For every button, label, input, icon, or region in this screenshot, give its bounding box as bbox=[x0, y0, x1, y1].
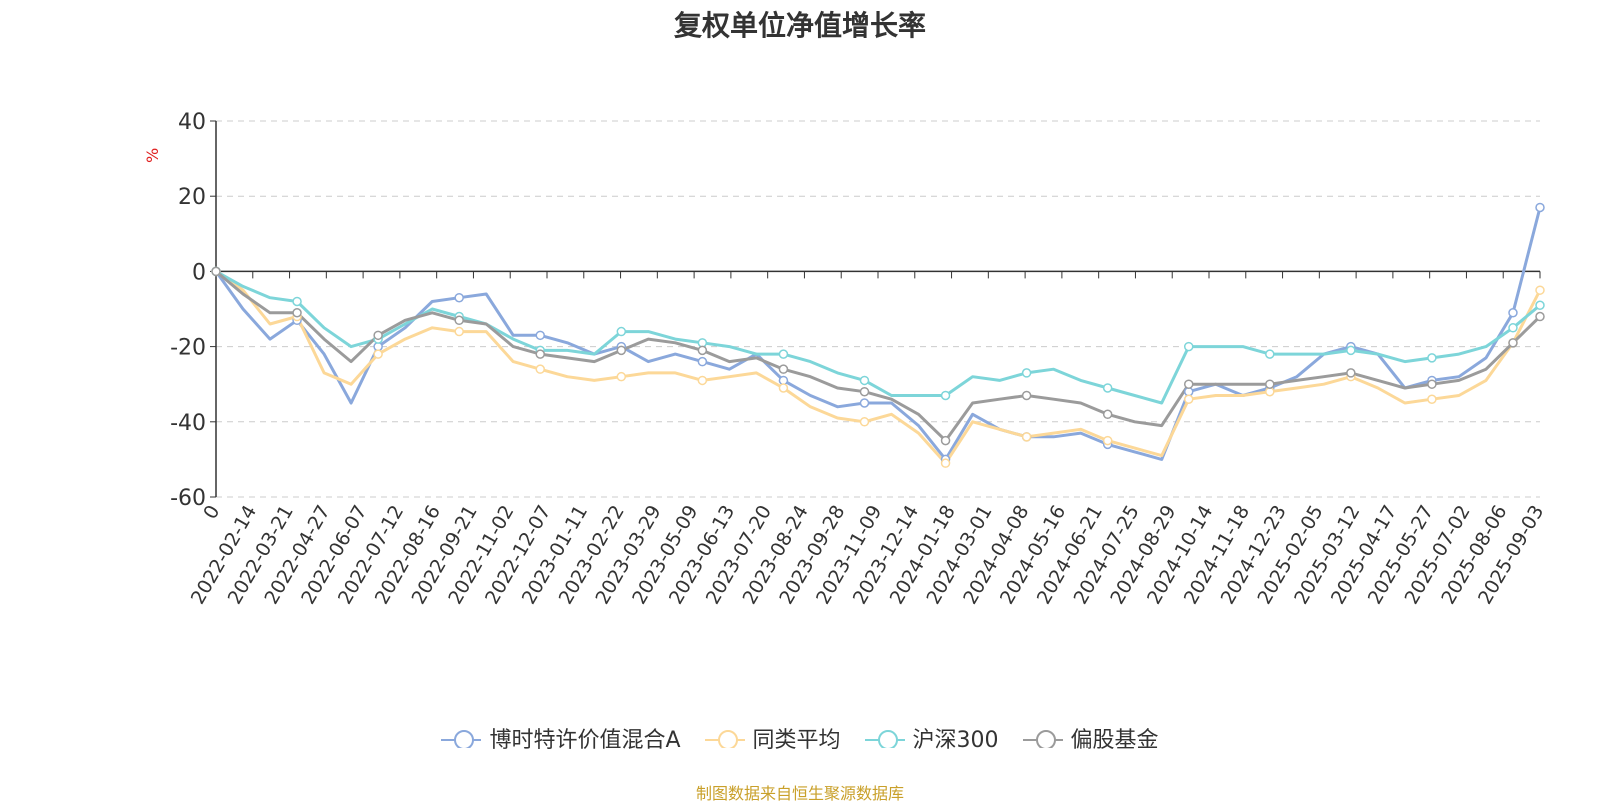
data-point bbox=[697, 356, 708, 367]
data-point bbox=[1265, 379, 1275, 389]
data-point bbox=[1427, 379, 1437, 389]
data-point bbox=[940, 458, 951, 468]
data-point bbox=[1427, 394, 1437, 404]
legend-label: 同类平均 bbox=[752, 728, 841, 753]
data-point bbox=[1021, 368, 1032, 378]
source-note: 制图数据来自恒生聚源数据库 bbox=[695, 784, 904, 803]
legend-label: 博时特许价值混合A bbox=[489, 728, 681, 753]
data-point bbox=[940, 435, 951, 446]
data-point bbox=[697, 375, 708, 386]
data-point bbox=[1183, 341, 1194, 352]
series-markers bbox=[211, 202, 1545, 468]
data-point bbox=[940, 390, 951, 401]
legend-label: 沪深300 bbox=[912, 728, 999, 753]
data-point bbox=[1102, 383, 1113, 393]
legend-swatch-icon bbox=[864, 730, 905, 748]
y-axis-unit-label: % bbox=[143, 148, 162, 163]
data-point bbox=[1102, 435, 1113, 446]
data-point bbox=[1535, 285, 1545, 295]
data-point bbox=[697, 345, 708, 356]
data-point bbox=[1021, 390, 1032, 401]
data-point bbox=[778, 383, 789, 393]
data-point bbox=[373, 330, 383, 341]
legend-item-1[interactable]: 同类平均 bbox=[704, 722, 841, 754]
data-point bbox=[535, 330, 545, 341]
data-point bbox=[454, 315, 464, 326]
y-tick-label: -40 bbox=[170, 411, 206, 436]
data-point bbox=[859, 417, 870, 427]
data-point bbox=[1535, 311, 1545, 322]
data-point bbox=[616, 345, 627, 356]
legend-label: 偏股基金 bbox=[1070, 728, 1159, 753]
data-point bbox=[1183, 394, 1194, 404]
legend-item-2[interactable]: 沪深300 bbox=[864, 722, 999, 754]
series-line-2 bbox=[215, 270, 1541, 405]
series-line-1 bbox=[215, 270, 1542, 465]
data-point bbox=[1427, 353, 1437, 363]
axes: 40200-20-40-6002022-02-142022-03-212022-… bbox=[170, 110, 1548, 608]
chart-title: 复权单位净值增长率 bbox=[673, 9, 926, 42]
series-line-3 bbox=[215, 270, 1542, 443]
legend-swatch-icon bbox=[441, 730, 482, 748]
data-point bbox=[373, 349, 383, 359]
data-point bbox=[1508, 323, 1518, 333]
data-point bbox=[535, 364, 545, 374]
legend: 博时特许价值混合A 同类平均 沪深300 偏股基金 bbox=[0, 722, 1600, 754]
data-point bbox=[1535, 202, 1545, 213]
data-point bbox=[1508, 308, 1518, 318]
y-tick-label: 40 bbox=[178, 110, 206, 135]
data-point bbox=[859, 386, 870, 397]
data-point bbox=[616, 326, 627, 337]
series-lines bbox=[214, 207, 1542, 465]
data-point bbox=[1102, 409, 1113, 420]
data-point bbox=[454, 292, 464, 303]
data-point bbox=[1183, 379, 1194, 389]
y-tick-label: -60 bbox=[170, 486, 206, 511]
data-point bbox=[1508, 338, 1518, 348]
data-point bbox=[859, 375, 870, 386]
data-point bbox=[535, 349, 545, 359]
y-tick-label: 0 bbox=[192, 260, 206, 285]
data-point bbox=[1265, 349, 1275, 359]
data-point bbox=[1346, 368, 1356, 378]
grid-lines bbox=[216, 120, 1540, 498]
data-point bbox=[1346, 345, 1356, 356]
data-point bbox=[292, 308, 302, 318]
data-point bbox=[778, 349, 789, 359]
legend-swatch-icon bbox=[704, 730, 745, 748]
data-point bbox=[211, 266, 221, 277]
y-tick-label: -20 bbox=[170, 336, 206, 361]
data-point bbox=[1021, 432, 1032, 442]
legend-swatch-icon bbox=[1022, 730, 1063, 748]
legend-item-3[interactable]: 偏股基金 bbox=[1022, 722, 1159, 754]
data-point bbox=[859, 398, 870, 408]
data-point bbox=[616, 371, 627, 382]
data-point bbox=[292, 296, 302, 307]
data-point bbox=[778, 364, 789, 374]
data-point bbox=[1535, 300, 1545, 310]
legend-item-0[interactable]: 博时特许价值混合A bbox=[441, 722, 681, 754]
x-tick-label: 0 bbox=[199, 502, 224, 523]
y-tick-label: 20 bbox=[178, 185, 206, 210]
series-line-0 bbox=[214, 207, 1542, 461]
data-point bbox=[454, 326, 464, 337]
